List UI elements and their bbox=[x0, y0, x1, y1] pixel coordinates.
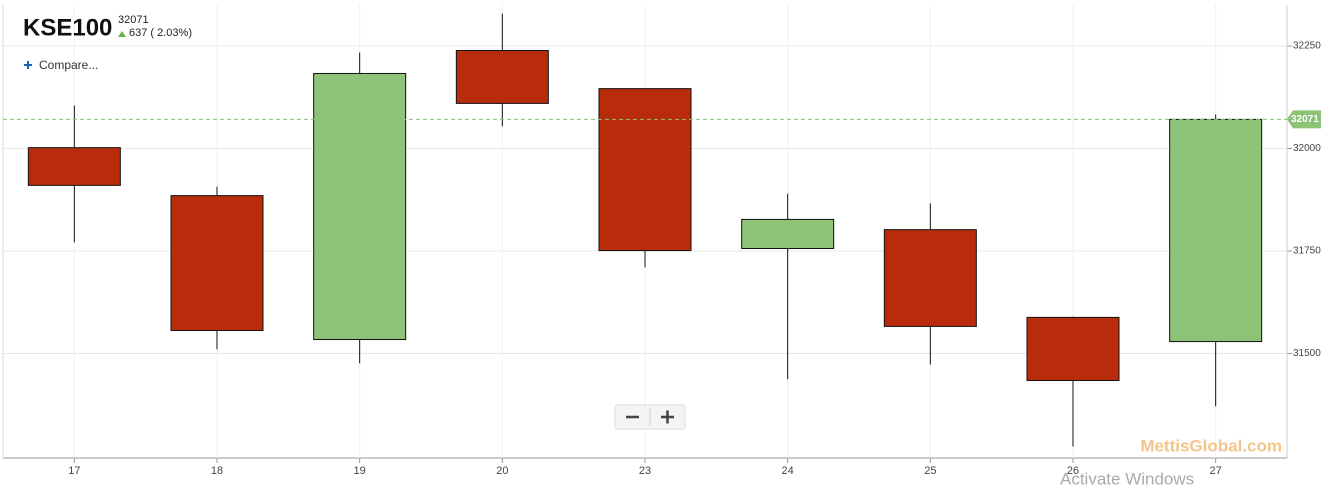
y-tick-label: 31750 bbox=[1293, 246, 1321, 257]
y-tick-label: 31500 bbox=[1293, 348, 1321, 359]
zoom-in[interactable] bbox=[661, 410, 674, 424]
up-arrow bbox=[118, 31, 126, 37]
candle-body bbox=[170, 195, 264, 332]
price-tag-label: 32071 bbox=[1291, 114, 1319, 125]
candle-body bbox=[598, 88, 692, 252]
plus-icon bbox=[24, 61, 32, 69]
candle-body bbox=[27, 147, 121, 186]
candle-body bbox=[455, 50, 549, 104]
last-price: 32071 bbox=[118, 14, 149, 26]
x-tick-label: 27 bbox=[1210, 465, 1222, 477]
os-overlay: Activate Windows bbox=[1060, 469, 1194, 487]
candle-body bbox=[883, 229, 977, 327]
watermark: MettisGlobal.com bbox=[1140, 436, 1282, 455]
compare-label[interactable]: Compare... bbox=[39, 58, 98, 72]
candle-body bbox=[1169, 118, 1263, 343]
x-tick-label: 24 bbox=[782, 465, 794, 477]
x-tick-label: 26 bbox=[1067, 465, 1079, 477]
zoom-controls bbox=[614, 404, 686, 430]
compare-button[interactable]: Compare... bbox=[24, 58, 98, 72]
x-tick-label: 19 bbox=[354, 465, 366, 477]
price-tag bbox=[1287, 110, 1321, 129]
y-tick-label: 32000 bbox=[1293, 143, 1321, 154]
candle-body bbox=[1026, 316, 1120, 382]
x-tick-label: 23 bbox=[639, 465, 651, 477]
price-change: 637 ( 2.03%) bbox=[129, 27, 192, 39]
y-tick-label: 32250 bbox=[1293, 41, 1321, 52]
x-tick-label: 17 bbox=[68, 465, 80, 477]
symbol-title: KSE100 bbox=[23, 14, 112, 41]
candle-body bbox=[313, 72, 407, 341]
candle-body bbox=[741, 218, 835, 250]
x-tick-label: 20 bbox=[496, 465, 508, 477]
x-tick-label: 25 bbox=[924, 465, 936, 477]
x-tick-label: 18 bbox=[211, 465, 223, 477]
